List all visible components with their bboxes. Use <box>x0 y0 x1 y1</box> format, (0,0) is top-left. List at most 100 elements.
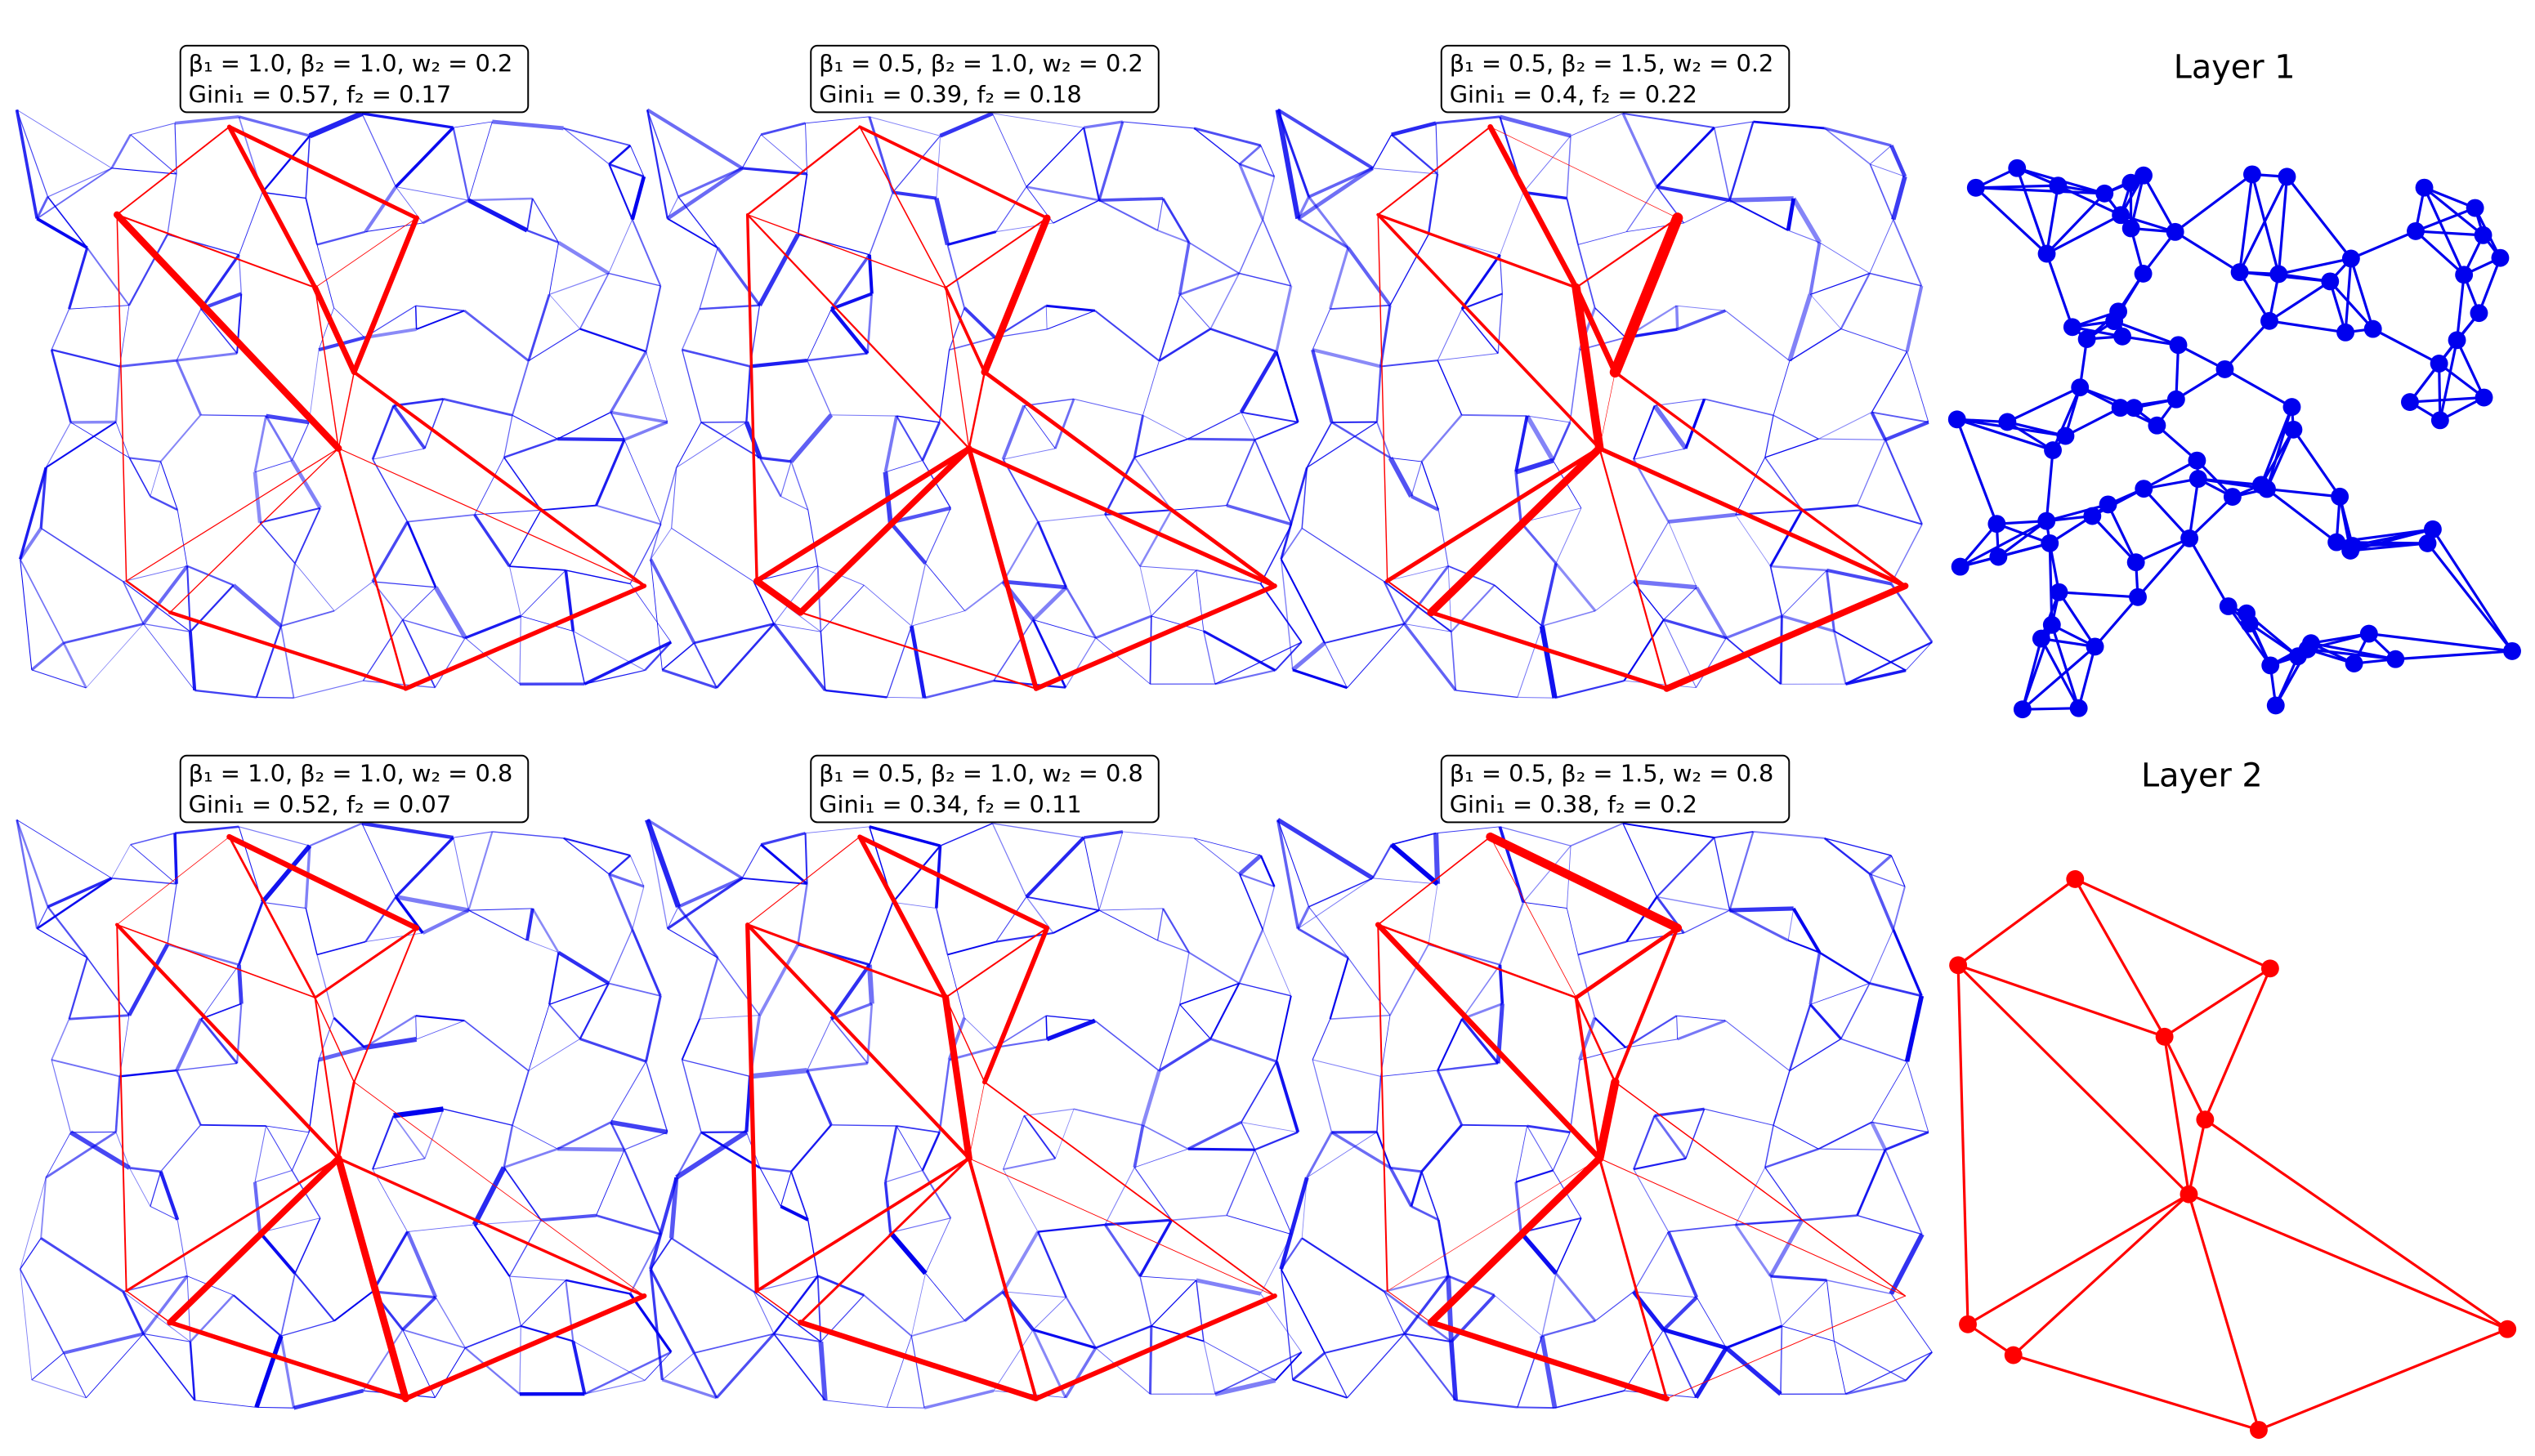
layer1-edge <box>2238 176 2288 273</box>
layer1-edge <box>946 244 966 309</box>
layer1-edge <box>1801 504 1858 511</box>
layer1-edge <box>1384 1275 1449 1293</box>
layer1-edge <box>993 619 1034 681</box>
layer2-edge <box>338 448 645 587</box>
layer1-edge <box>1179 1003 1211 1039</box>
layer1-edge <box>645 285 662 352</box>
layer1-edge <box>1764 438 1819 458</box>
layer1-edge <box>557 437 624 442</box>
layer2-edge <box>1665 1295 1906 1400</box>
layer1-node <box>2166 222 2184 241</box>
layer1-edge <box>2175 368 2226 401</box>
layer2-node <box>2155 1027 2174 1046</box>
layer1-edge <box>1274 1351 1303 1382</box>
layer1-node <box>2071 378 2090 397</box>
layer1-node <box>2095 184 2114 203</box>
layer1-edge <box>661 1378 718 1400</box>
layer1-edge <box>1633 1115 1656 1170</box>
layer1-edge <box>1151 1325 1205 1342</box>
layer1-edge <box>279 1273 296 1337</box>
layer1-edge <box>676 422 702 468</box>
layer1-edge <box>1403 623 1457 691</box>
layer1-edge <box>610 412 625 440</box>
layer2-edge <box>857 834 1049 931</box>
layer1-edge <box>2045 253 2074 328</box>
layer1-edge <box>1773 360 1791 416</box>
layer1-edge <box>1003 1168 1039 1232</box>
layer1-edge <box>646 351 668 422</box>
layer1-edge <box>1764 457 1803 511</box>
layer1-edge <box>1138 509 1173 567</box>
layer1-edge <box>1188 951 1240 985</box>
layer1-edge <box>508 1219 542 1277</box>
layer1-edge <box>807 352 868 362</box>
layer1-edge <box>1133 457 1173 511</box>
layer1-edge <box>947 230 997 246</box>
layer2-edge <box>337 1156 646 1297</box>
layer1-edge <box>528 328 581 362</box>
layer1-edge <box>1818 1148 1886 1150</box>
layer2-edge <box>798 1320 1039 1402</box>
layer1-node <box>2475 388 2493 407</box>
layer1-edge <box>1633 579 1697 590</box>
layer1-edge <box>1196 569 1261 585</box>
layer1-node <box>2041 534 2059 552</box>
layer1-edge <box>2143 488 2191 539</box>
layer1-edge <box>2423 186 2484 237</box>
layer1-edge <box>2130 175 2145 229</box>
layer1-edge <box>817 1275 865 1297</box>
layer1-edge <box>19 558 65 644</box>
layer1-edge <box>1157 198 1164 231</box>
layer1-edge <box>238 254 242 294</box>
layer1-edge <box>86 623 144 689</box>
layer1-edge <box>1668 512 1736 524</box>
layer1-edge <box>1753 830 1825 839</box>
layer1-edge <box>1517 1406 1555 1409</box>
layer1-edge <box>646 109 679 198</box>
layer1-edge <box>318 1045 365 1062</box>
layer2-edge <box>745 922 759 1293</box>
layer2-edge <box>1598 1158 1906 1297</box>
layer1-edge <box>925 1217 951 1274</box>
layer1-edge <box>1517 1335 1543 1408</box>
layer1-edge <box>1254 439 1293 525</box>
layer1-edge <box>1656 185 1730 203</box>
layer1-edge <box>896 1125 923 1171</box>
layer1-edge <box>1870 1121 1887 1151</box>
layer1-edge <box>1239 272 1291 287</box>
layer1-edge <box>790 461 809 511</box>
layer1-edge <box>36 217 88 249</box>
layer2-edge <box>2013 1354 2260 1431</box>
layer1-edge <box>1856 1149 1887 1217</box>
layer1-edge <box>1134 438 1189 458</box>
layer1-edge <box>1105 1218 1172 1226</box>
layer1-edge <box>1674 306 1679 330</box>
layer1-edge <box>1787 940 1820 954</box>
layer1-edge <box>464 1325 521 1349</box>
layer1-edge <box>464 1347 521 1396</box>
layer1-edge <box>563 127 610 165</box>
layer1-edge <box>1527 1124 1571 1134</box>
layer1-edge <box>294 507 321 564</box>
layer2-edge <box>353 1081 645 1297</box>
layer1-edge <box>1276 819 1300 929</box>
layer1-edge <box>1311 349 1334 423</box>
layer1-edge <box>2059 591 2139 599</box>
layer1-edge <box>790 1124 832 1172</box>
layer1-edge <box>1437 360 1463 416</box>
layer2-edge <box>967 446 1277 588</box>
layer2-node <box>2260 959 2279 978</box>
layer1-edge <box>416 1020 465 1040</box>
layer2-edge <box>945 217 1048 288</box>
layer1-edge <box>666 877 744 930</box>
layer1-edge <box>1905 1351 1933 1382</box>
panel-label: β₁ = 0.5, β₂ = 1.0, w₂ = 0.2 <box>819 50 1143 78</box>
layer2-edge <box>125 579 172 614</box>
layer1-edge <box>869 192 894 256</box>
layer1-node <box>2282 398 2301 417</box>
layer1-edge <box>566 1279 631 1295</box>
layer1-edge <box>1411 494 1440 511</box>
layer1-edge <box>758 233 800 306</box>
layer1-edge <box>47 906 88 958</box>
layer1-edge <box>829 963 871 1021</box>
